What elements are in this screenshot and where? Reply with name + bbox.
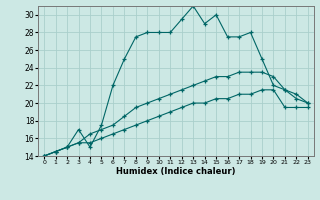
X-axis label: Humidex (Indice chaleur): Humidex (Indice chaleur): [116, 167, 236, 176]
